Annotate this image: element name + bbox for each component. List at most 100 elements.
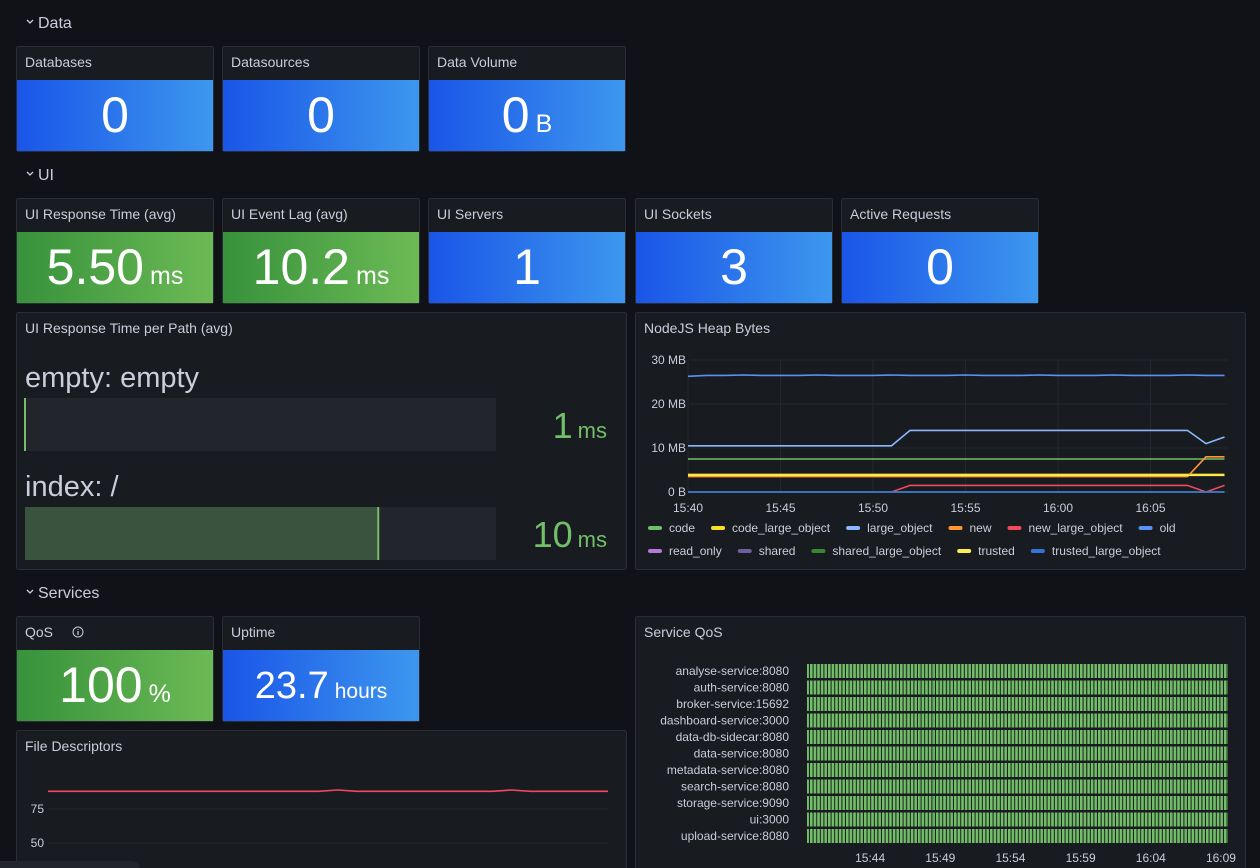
status-cell (1213, 796, 1228, 810)
stat-unit: ms (356, 262, 389, 290)
status-cell (1143, 796, 1158, 810)
status-cell (1017, 713, 1032, 728)
x-tick-label: 15:44 (855, 851, 885, 865)
status-cell (905, 680, 920, 695)
status-cell (835, 763, 850, 777)
series-line (48, 789, 608, 793)
status-cell (891, 680, 906, 695)
status-cell (1073, 664, 1088, 678)
status-cell (1171, 763, 1186, 777)
status-cell (1129, 796, 1144, 810)
status-cell (1115, 763, 1130, 777)
status-cell (961, 664, 976, 678)
stat-title: Databases (25, 54, 92, 70)
status-cell (933, 664, 948, 678)
toast-edge (0, 861, 140, 868)
status-cell (975, 829, 990, 843)
status-cell (849, 829, 864, 843)
status-cell (1031, 697, 1046, 711)
status-cell (1157, 730, 1172, 744)
status-cell (1073, 812, 1088, 827)
y-tick-label: 10 MB (651, 441, 686, 455)
status-cell (1213, 680, 1228, 695)
bar-label: empty: empty (25, 362, 200, 394)
status-cell (1115, 796, 1130, 810)
status-cell (933, 680, 948, 695)
status-cell (1199, 779, 1214, 794)
status-cell (1073, 746, 1088, 761)
status-cell (1129, 664, 1144, 678)
status-cell (877, 812, 892, 827)
status-cell (919, 746, 934, 761)
status-cell (1031, 664, 1046, 678)
row-label: search-service:8080 (681, 780, 789, 794)
status-cell (919, 664, 934, 678)
row-label: broker-service:15692 (676, 697, 789, 711)
status-cell (1143, 680, 1158, 695)
status-cell (975, 779, 990, 794)
status-cell (1199, 796, 1214, 810)
x-tick-label: 15:45 (765, 501, 795, 515)
status-cell (919, 812, 934, 827)
status-cell (821, 829, 836, 843)
status-cell (1101, 763, 1116, 777)
status-cell (1213, 746, 1228, 761)
status-cell (1101, 664, 1116, 678)
status-cell (1185, 763, 1200, 777)
status-cell (1073, 680, 1088, 695)
status-cell (1101, 796, 1116, 810)
status-cell (1143, 697, 1158, 711)
status-cell (877, 779, 892, 794)
x-tick-label: 16:00 (1043, 501, 1073, 515)
status-cell (1129, 680, 1144, 695)
status-cell (1031, 680, 1046, 695)
bar-number: 1 (553, 405, 573, 446)
bar-value: 10 ms (533, 514, 607, 555)
status-cell (1171, 746, 1186, 761)
stat-background (17, 650, 213, 721)
status-cell (821, 812, 836, 827)
status-cell (1017, 812, 1032, 827)
status-cell (1017, 779, 1032, 794)
status-cell (975, 796, 990, 810)
status-cell (1171, 680, 1186, 695)
status-cell (989, 680, 1004, 695)
status-cell (947, 763, 962, 777)
stat-title: Datasources (231, 54, 310, 70)
status-cell (849, 812, 864, 827)
stat-value: 23.7 hours (255, 665, 388, 707)
status-cell (947, 730, 962, 744)
legend-label: new_large_object (1029, 521, 1124, 535)
stat-title: Active Requests (850, 206, 951, 222)
status-cell (1087, 779, 1102, 794)
status-cell (1185, 812, 1200, 827)
status-cell (863, 680, 878, 695)
status-cell (877, 664, 892, 678)
stat-number: 23.7 (255, 665, 329, 707)
status-cell (1115, 664, 1130, 678)
status-cell (1045, 829, 1060, 843)
status-cell (807, 763, 822, 777)
stat-background (429, 80, 625, 151)
status-cell (1101, 746, 1116, 761)
status-cell (835, 664, 850, 678)
status-cell (1185, 697, 1200, 711)
status-cell (1157, 746, 1172, 761)
series-line (688, 429, 1225, 447)
bar (25, 507, 379, 560)
status-cell (1143, 779, 1158, 794)
panel (635, 312, 1246, 570)
row-label: data-db-sidecar:8080 (676, 730, 790, 744)
stat-background (223, 80, 419, 151)
status-cell (1185, 829, 1200, 843)
status-cell (1213, 779, 1228, 794)
status-cell (1045, 664, 1060, 678)
status-cell (989, 796, 1004, 810)
status-cell (1073, 730, 1088, 744)
status-cell (1143, 812, 1158, 827)
stat-value: 0 (307, 87, 335, 143)
bar-track (25, 398, 496, 451)
status-cell (1199, 829, 1214, 843)
legend-label: read_only (669, 544, 722, 558)
status-cell (1059, 829, 1074, 843)
